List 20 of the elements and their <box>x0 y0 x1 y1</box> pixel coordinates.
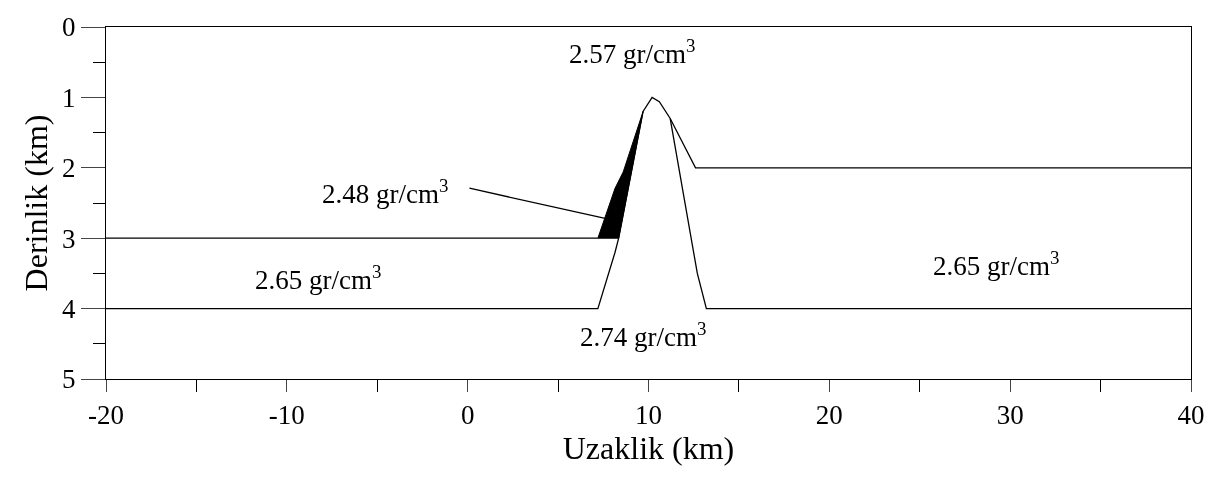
y-axis-title: Derinlik (km) <box>18 114 55 292</box>
y-tick-label: 3 <box>62 223 76 254</box>
x-axis-title: Uzaklik (km) <box>562 430 735 467</box>
x-tick-label: 40 <box>1177 400 1205 431</box>
x-tick-label: -20 <box>88 400 124 431</box>
annotation: 2.57 gr/cm$^{3}$ <box>569 35 696 70</box>
y-tick-label: 4 <box>62 294 77 325</box>
x-tick-label: 20 <box>815 400 843 431</box>
x-tick-label: 0 <box>460 400 475 431</box>
annotation: 2.48 gr/cm$^{3}$ <box>322 175 449 210</box>
x-tick-label: 30 <box>996 400 1024 431</box>
y-tick-label: 2 <box>62 153 76 184</box>
y-tick-label: 0 <box>62 12 76 43</box>
annotation: 2.65 gr/cm$^{3}$ <box>255 261 382 296</box>
x-tick-label: -10 <box>268 400 305 431</box>
x-tick-label: 10 <box>635 400 662 431</box>
y-tick-label: 5 <box>62 364 76 395</box>
annotation: 2.65 gr/cm$^{3}$ <box>933 247 1060 282</box>
annotation: 2.74 gr/cm$^{3}$ <box>580 318 707 353</box>
y-tick-label: 1 <box>62 82 76 113</box>
